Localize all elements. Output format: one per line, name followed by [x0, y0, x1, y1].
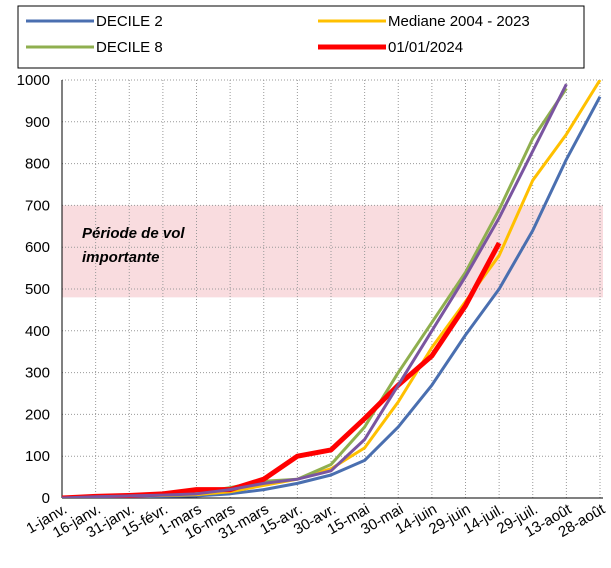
band-label: importante [82, 249, 160, 266]
y-tick-label: 600 [25, 239, 50, 256]
legend-label: Mediane 2004 - 2023 [388, 13, 530, 30]
band [62, 205, 603, 298]
legend-label: DECILE 8 [96, 39, 163, 56]
y-tick-label: 1000 [17, 72, 50, 89]
y-tick-label: 100 [25, 448, 50, 465]
y-tick-label: 900 [25, 114, 50, 131]
legend-box [17, 5, 585, 69]
y-tick-label: 800 [25, 156, 50, 173]
legend-label: DECILE 2 [96, 13, 163, 30]
legend-label: 01/01/2024 [388, 39, 463, 56]
y-tick-label: 300 [25, 365, 50, 382]
band-label: Période de vol [82, 225, 185, 242]
plot-lines [62, 80, 602, 498]
y-tick-label: 500 [25, 281, 50, 298]
y-tick-label: 200 [25, 406, 50, 423]
y-tick-label: 0 [42, 490, 50, 507]
series-line [62, 83, 568, 498]
y-tick-label: 400 [25, 323, 50, 340]
y-tick-label: 700 [25, 197, 50, 214]
